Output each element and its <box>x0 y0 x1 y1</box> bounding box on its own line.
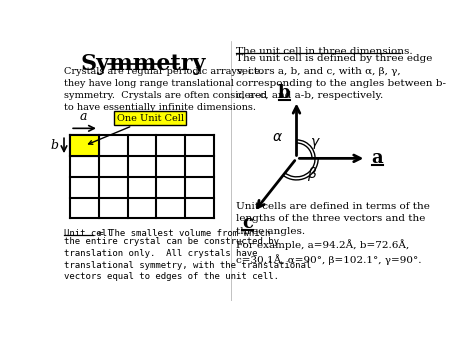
Text: Crystals are regular periodic arrays, i.e.
they have long range translational
sy: Crystals are regular periodic arrays, i.… <box>64 67 267 112</box>
Text: Unit cells are defined in terms of the
lengths of the three vectors and the
thre: Unit cells are defined in terms of the l… <box>236 202 430 265</box>
Text: b: b <box>50 139 58 152</box>
Text: = The smallest volume from which: = The smallest volume from which <box>93 229 270 238</box>
Text: c: c <box>242 214 253 232</box>
Text: The unit cell is defined by three edge
vectors a, b, and c, with α, β, γ,
corres: The unit cell is defined by three edge v… <box>236 54 446 100</box>
Text: Unit cell: Unit cell <box>64 229 112 238</box>
Text: $\beta$: $\beta$ <box>307 165 318 184</box>
Text: the entire crystal can be constructed by
translation only.  All crystals have
tr: the entire crystal can be constructed by… <box>64 237 311 281</box>
Text: a: a <box>371 149 383 167</box>
Text: Symmetry: Symmetry <box>81 53 206 75</box>
Text: $\alpha$: $\alpha$ <box>272 130 283 144</box>
Bar <box>70 135 99 156</box>
Text: a: a <box>79 110 87 123</box>
Text: One Unit Cell: One Unit Cell <box>89 114 184 144</box>
Text: The unit cell in three dimensions.: The unit cell in three dimensions. <box>236 47 413 56</box>
Text: b: b <box>278 84 290 102</box>
Text: $\gamma$: $\gamma$ <box>310 136 321 151</box>
